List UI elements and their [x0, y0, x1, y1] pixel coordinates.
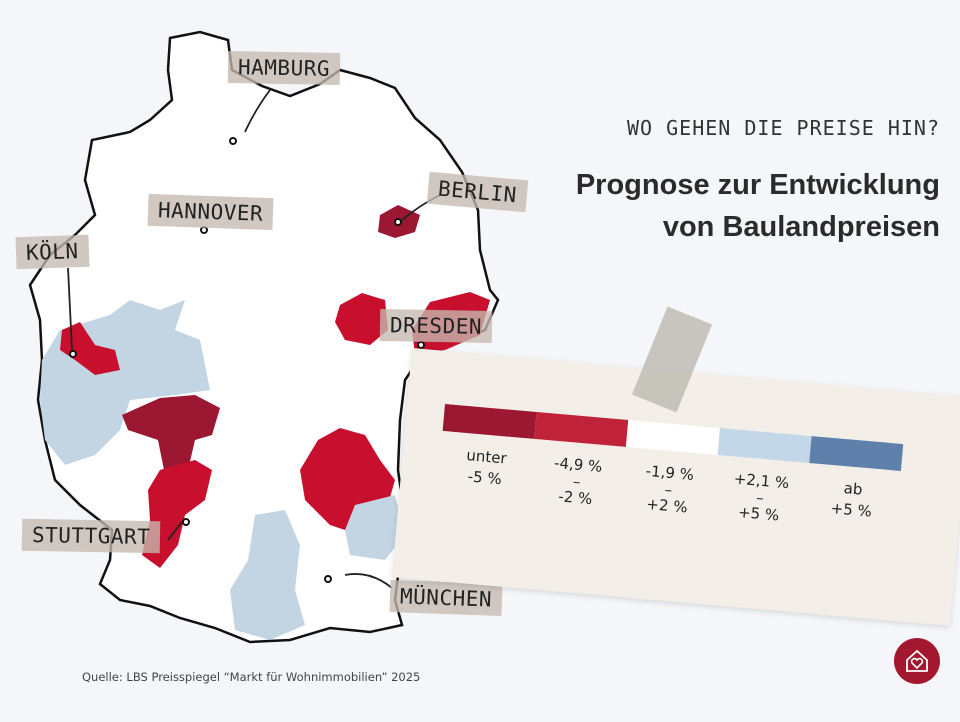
- legend-label: -4,9 % – -2 %: [529, 439, 626, 513]
- city-label-dresden: DRESDEN: [379, 309, 493, 343]
- legend-label: +2,1 % – +5 %: [712, 455, 809, 529]
- house-heart-icon: [906, 649, 928, 672]
- city-label-hannover: HANNOVER: [147, 193, 274, 231]
- region-red-koeln: [60, 322, 120, 375]
- region-darkred-center: [122, 395, 220, 475]
- region-light-blue-southeast: [345, 495, 405, 560]
- title-line-2: von Baulandpreisen: [662, 211, 940, 243]
- city-label-koeln: KÖLN: [15, 234, 90, 270]
- source-note: Quelle: LBS Preisspiegel “Markt für Wohn…: [82, 670, 421, 684]
- city-label-stuttgart: STUTTGART: [21, 518, 161, 554]
- kicker-heading: WO GEHEN DIE PREISE HIN?: [627, 116, 940, 140]
- region-light-blue-south: [230, 510, 305, 640]
- page-title: Prognose zur Entwicklung von Baulandprei…: [576, 164, 940, 248]
- region-red-dresden: [335, 293, 388, 345]
- title-line-1: Prognose zur Entwicklung: [575, 169, 940, 201]
- city-label-muenchen: MÜNCHEN: [389, 580, 503, 616]
- legend-label: -1,9 % – +2 %: [620, 447, 717, 521]
- city-label-hamburg: HAMBURG: [227, 51, 341, 85]
- lbs-logo[interactable]: [894, 638, 940, 684]
- legend-label: unter -5 %: [437, 431, 534, 505]
- legend-label: ab +5 %: [803, 463, 900, 537]
